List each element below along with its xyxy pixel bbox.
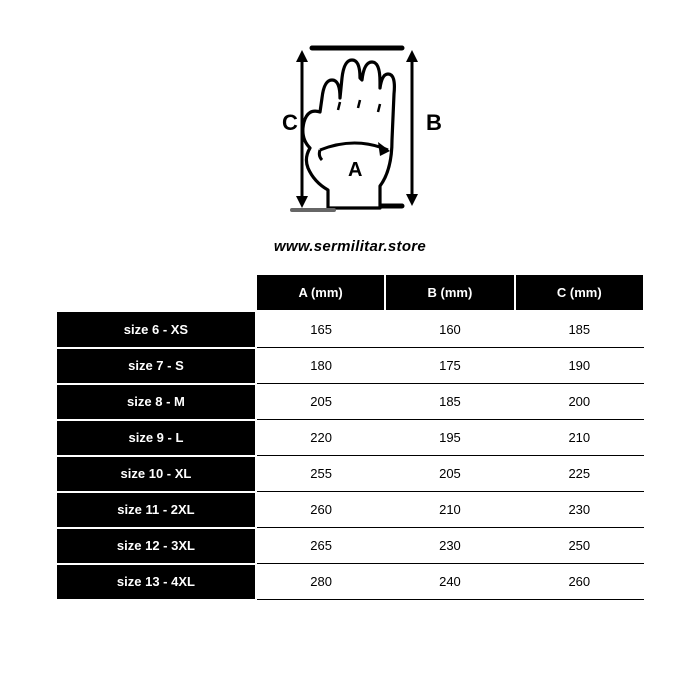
table-row: size 9 - L220195210 bbox=[56, 420, 644, 456]
cell-value: 265 bbox=[256, 528, 385, 564]
cell-value: 190 bbox=[515, 348, 644, 384]
cell-value: 180 bbox=[256, 348, 385, 384]
cell-value: 225 bbox=[515, 456, 644, 492]
cell-value: 195 bbox=[385, 420, 514, 456]
hand-measurement-diagram: C B A bbox=[230, 30, 470, 230]
cell-value: 210 bbox=[515, 420, 644, 456]
diagram-label-c: C bbox=[282, 110, 298, 135]
row-header: size 9 - L bbox=[56, 420, 256, 456]
cell-value: 260 bbox=[256, 492, 385, 528]
cell-value: 210 bbox=[385, 492, 514, 528]
table-row: size 11 - 2XL260210230 bbox=[56, 492, 644, 528]
cell-value: 240 bbox=[385, 564, 514, 600]
column-header-a: A (mm) bbox=[256, 274, 385, 311]
cell-value: 250 bbox=[515, 528, 644, 564]
row-header: size 11 - 2XL bbox=[56, 492, 256, 528]
website-url: www.sermilitar.store bbox=[274, 238, 426, 255]
column-header-b: B (mm) bbox=[385, 274, 514, 311]
table-row: size 12 - 3XL265230250 bbox=[56, 528, 644, 564]
row-header: size 8 - M bbox=[56, 384, 256, 420]
size-chart-body: size 6 - XS165160185size 7 - S180175190s… bbox=[56, 311, 644, 600]
row-header: size 6 - XS bbox=[56, 311, 256, 348]
cell-value: 205 bbox=[256, 384, 385, 420]
cell-value: 185 bbox=[515, 311, 644, 348]
table-row: size 6 - XS165160185 bbox=[56, 311, 644, 348]
table-row: size 10 - XL255205225 bbox=[56, 456, 644, 492]
table-row: size 13 - 4XL280240260 bbox=[56, 564, 644, 600]
row-header: size 12 - 3XL bbox=[56, 528, 256, 564]
diagram-label-b: B bbox=[426, 110, 442, 135]
cell-value: 205 bbox=[385, 456, 514, 492]
table-row: size 8 - M205185200 bbox=[56, 384, 644, 420]
row-header: size 7 - S bbox=[56, 348, 256, 384]
cell-value: 220 bbox=[256, 420, 385, 456]
cell-value: 160 bbox=[385, 311, 514, 348]
cell-value: 255 bbox=[256, 456, 385, 492]
cell-value: 185 bbox=[385, 384, 514, 420]
diagram-label-a: A bbox=[348, 159, 362, 181]
table-row: size 7 - S180175190 bbox=[56, 348, 644, 384]
size-chart-table: A (mm) B (mm) C (mm) size 6 - XS16516018… bbox=[55, 273, 645, 601]
cell-value: 230 bbox=[385, 528, 514, 564]
cell-value: 230 bbox=[515, 492, 644, 528]
row-header: size 13 - 4XL bbox=[56, 564, 256, 600]
cell-value: 200 bbox=[515, 384, 644, 420]
cell-value: 175 bbox=[385, 348, 514, 384]
cell-value: 165 bbox=[256, 311, 385, 348]
table-corner bbox=[56, 274, 256, 311]
cell-value: 260 bbox=[515, 564, 644, 600]
row-header: size 10 - XL bbox=[56, 456, 256, 492]
cell-value: 280 bbox=[256, 564, 385, 600]
column-header-c: C (mm) bbox=[515, 274, 644, 311]
